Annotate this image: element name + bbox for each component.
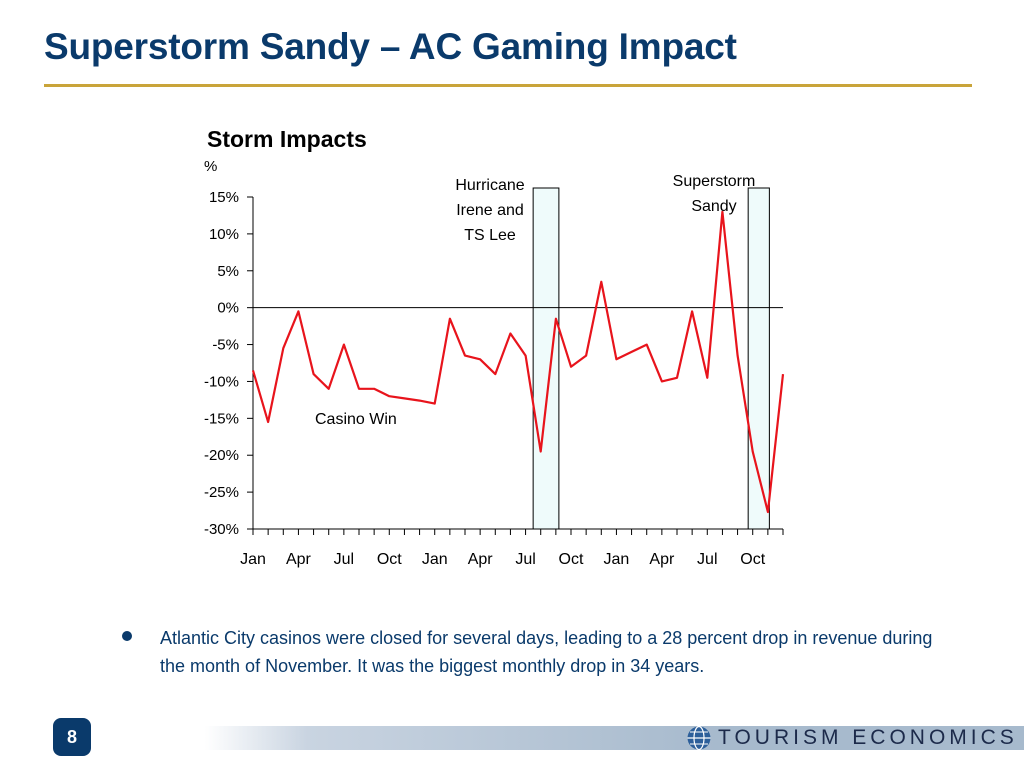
x-tick-label: Oct [740, 551, 765, 568]
y-tick-label: -20% [204, 447, 239, 464]
bullet-text: Atlantic City casinos were closed for se… [160, 628, 933, 676]
bullet-dot-icon [122, 631, 132, 641]
period-label-irene-line-1: Hurricane [455, 177, 524, 194]
y-tick-label: 5% [217, 263, 239, 280]
x-tick-label: Jul [697, 551, 717, 568]
x-tick-label: Apr [649, 551, 675, 568]
x-tick-label: Apr [468, 551, 494, 568]
x-tick-label: Jan [240, 551, 266, 568]
x-tick-label: Jul [334, 551, 354, 568]
y-tick-label: -25% [204, 484, 239, 501]
y-tick-label: -15% [204, 410, 239, 427]
globe-icon [687, 725, 711, 751]
shaded-period-1 [532, 187, 560, 530]
x-tick-label: Oct [559, 551, 584, 568]
y-tick-label: -5% [212, 337, 239, 354]
page-number: 8 [53, 718, 91, 756]
y-tick-label: 15% [209, 189, 239, 206]
x-tick-label: Jul [515, 551, 535, 568]
period-label-irene-line-2: Irene and [456, 202, 524, 219]
footer-band [0, 726, 1024, 750]
x-tick-label: Apr [286, 551, 312, 568]
chart-title: Storm Impacts [207, 126, 367, 152]
y-tick-label: -30% [204, 521, 239, 538]
logo-text: TOURISM ECONOMICS [718, 726, 1018, 749]
slide-title: Superstorm Sandy – AC Gaming Impact [44, 26, 737, 67]
y-tick-label: 0% [217, 300, 239, 317]
casino-win-series-line [251, 210, 785, 514]
y-tick-label: 10% [209, 226, 239, 243]
y-axis-unit-label: % [204, 158, 217, 175]
x-tick-label: Jan [422, 551, 448, 568]
x-tick-label: Jan [604, 551, 630, 568]
tourism-economics-logo: TOURISM ECONOMICS [686, 724, 1018, 752]
storm-impacts-chart: 15% 10% 5% 0% -5% -10% -15% -20% -25% -30%% Jan Apr… [204, 158, 785, 568]
period-label-sandy-line-1: Superstorm [673, 173, 756, 190]
title-rule [44, 84, 972, 87]
series-annotation-casino-win: Casino Win [315, 411, 397, 428]
period-label-sandy-line-2: Sandy [691, 198, 736, 215]
x-tick-label: Oct [377, 551, 402, 568]
period-label-irene-line-3: TS Lee [464, 227, 516, 244]
y-tick-label: -10% [204, 373, 239, 390]
bullet-item: Atlantic City casinos were closed for se… [122, 624, 942, 680]
